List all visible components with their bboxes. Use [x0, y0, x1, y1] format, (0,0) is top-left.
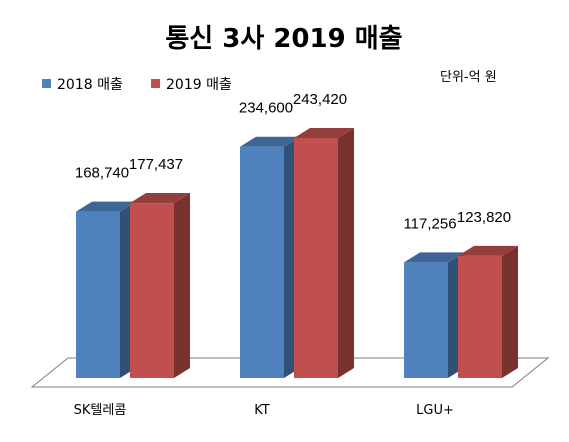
bar-top	[404, 252, 464, 263]
category-label-kt: KT	[254, 403, 270, 418]
legend-label-2019: 2019 매출	[166, 77, 232, 93]
bar-top	[294, 128, 354, 138]
bar-side	[174, 193, 190, 378]
bar-2018-1	[240, 136, 300, 378]
value-label-2019-2: 123,820	[457, 209, 511, 226]
bar-front	[76, 211, 120, 378]
value-label-2018-1: 234,600	[239, 100, 293, 117]
legend-label-2018: 2018 매출	[57, 77, 123, 93]
category-label-lgu: LGU+	[416, 403, 454, 418]
bar-front	[294, 138, 338, 378]
legend-swatch-2018	[42, 79, 51, 88]
bar-front	[130, 203, 174, 378]
legend-swatch-2019	[151, 79, 160, 88]
value-label-2018-2: 117,256	[403, 215, 456, 232]
bars	[76, 128, 518, 378]
bar-2018-0	[76, 201, 136, 378]
bar-front	[458, 255, 502, 378]
bar-top	[76, 201, 136, 212]
value-label-2018-0: 168,740	[75, 165, 129, 182]
bar-2019-0	[130, 193, 190, 378]
value-label-2019-1: 243,420	[293, 91, 347, 108]
bar-side	[338, 128, 354, 378]
bar-top	[458, 245, 518, 256]
category-label-skt: SK텔레콤	[74, 403, 127, 418]
bar-2019-2	[458, 245, 518, 378]
bar-top	[130, 193, 190, 204]
legend: 2018 매출 2019 매출	[42, 77, 232, 93]
bar-front	[404, 262, 448, 378]
unit-label: 단위-억 원	[440, 70, 497, 85]
bar-top	[240, 136, 300, 147]
bar-2018-2	[404, 252, 464, 378]
bar-2019-1	[294, 128, 354, 378]
chart-title: 통신 3사 2019 매출	[165, 24, 402, 54]
bar-side	[502, 245, 518, 378]
bar-front	[240, 146, 284, 378]
value-label-2019-0: 177,437	[129, 156, 183, 173]
